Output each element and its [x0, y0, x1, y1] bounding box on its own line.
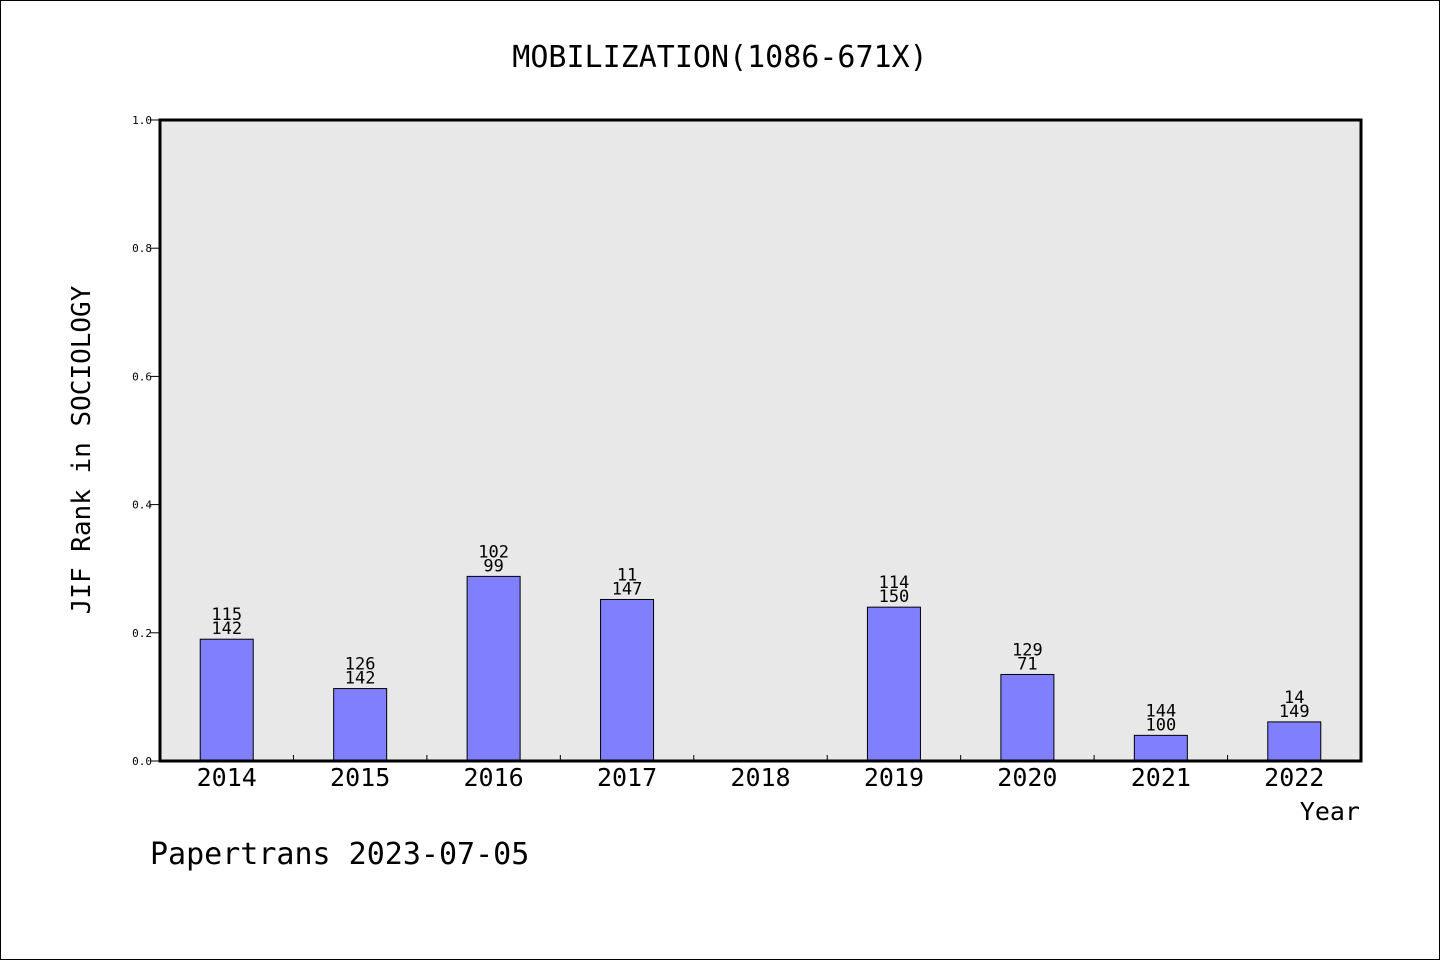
x-tick-label: 2016: [464, 763, 524, 792]
y-tick-label: 1.0: [132, 114, 152, 127]
x-tick-label: 2015: [330, 763, 390, 792]
plot-border: [158, 118, 1363, 763]
y-tick-label: 0.4: [132, 499, 152, 512]
bar-rank-label: 11: [617, 565, 637, 585]
bar: [866, 606, 921, 762]
bar-rank-label: 126: [345, 655, 376, 675]
bar-total-label: 100: [1145, 715, 1176, 735]
plot-area: [160, 120, 1361, 761]
x-tick-label: 2021: [1131, 763, 1191, 792]
y-axis-ticks: 0.0 0.2 0.4 0.6 0.8 1.0: [132, 114, 160, 768]
x-tick-label: 2020: [997, 763, 1057, 792]
x-axis-label: Year: [1300, 797, 1360, 826]
bar-total-label: 142: [345, 669, 376, 689]
bar: [199, 638, 254, 762]
bar-total-label: 147: [612, 579, 643, 599]
bar-total-label: 71: [1017, 654, 1037, 674]
bar: [1000, 673, 1055, 762]
bar-rank-label: 102: [478, 542, 509, 562]
x-tick-label: 2014: [197, 763, 257, 792]
y-tick-label: 0.6: [132, 370, 152, 383]
x-tick-label: 2017: [597, 763, 657, 792]
bar-rank-label: 114: [879, 573, 910, 593]
bar-rank-label: 115: [211, 605, 242, 625]
bar-total-label: 150: [879, 587, 910, 607]
bar-rank-label: 14: [1284, 688, 1304, 708]
y-tick-label: 0.8: [132, 242, 152, 255]
bar-total-label: 149: [1279, 702, 1310, 722]
bar: [1133, 734, 1188, 762]
y-axis-label: JIF Rank in SOCIOLOGY: [67, 285, 97, 614]
bar-rank-label: 144: [1145, 701, 1176, 721]
chart-title: MOBILIZATION(1086-671X): [512, 40, 927, 75]
x-tick-label: 2019: [864, 763, 924, 792]
y-tick-label: 0.0: [132, 755, 152, 768]
bar-rank-label: 129: [1012, 640, 1043, 660]
bar-total-label: 142: [211, 619, 242, 639]
x-axis-ticks: 2014 2015 2016 2017 2018 2019 2020 2021 2022: [197, 755, 1324, 792]
bar: [600, 598, 655, 762]
x-tick-label: 2018: [730, 763, 790, 792]
x-tick-label: 2022: [1264, 763, 1324, 792]
bar: [333, 688, 388, 762]
footer-text: Papertrans 2023-07-05: [150, 837, 529, 872]
bar: [466, 575, 521, 762]
bar-total-label: 99: [483, 556, 503, 576]
bar: [1267, 721, 1322, 762]
y-tick-label: 0.2: [132, 627, 152, 640]
